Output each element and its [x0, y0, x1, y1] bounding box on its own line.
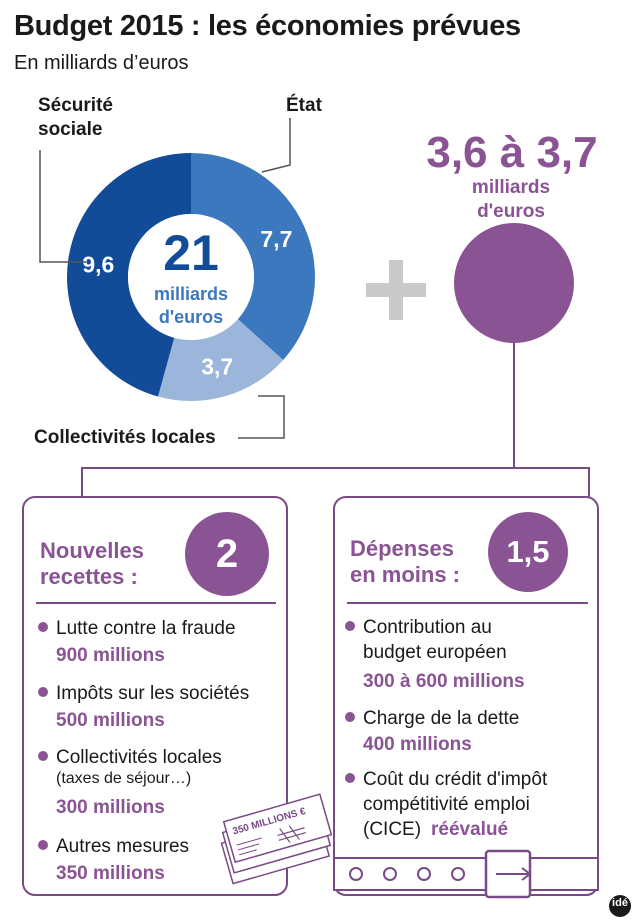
- list-item: Autres mesures: [38, 834, 189, 859]
- right-box-frame: [333, 496, 599, 896]
- page-subtitle: En milliards d’euros: [14, 52, 189, 74]
- bullet-icon: [345, 712, 355, 722]
- bullet-icon: [38, 840, 48, 850]
- donut-slice-3: [67, 153, 191, 397]
- bullet-icon: [38, 751, 48, 761]
- label-collectivites: Collectivités locales: [34, 427, 216, 448]
- banknote-illustration: 350 MILLIONS €: [220, 793, 333, 885]
- list-item-amount: réévalué: [431, 819, 509, 840]
- extra-range: 3,6 à 3,7: [426, 128, 598, 177]
- list-item: Coût du crédit d'impôt: [345, 767, 547, 792]
- list-item-note: (taxes de séjour…): [56, 770, 192, 787]
- donut-chart: 7,7 3,7 9,6: [67, 153, 315, 401]
- donut-value-label: 9,6: [82, 251, 114, 277]
- list-item-line: compétitivité emploi: [363, 794, 530, 815]
- leader-line-securite: [39, 150, 86, 263]
- list-item-line: (CICE): [363, 819, 422, 840]
- list-item: Charge de la dette: [345, 706, 519, 731]
- leader-line-etat: [261, 118, 291, 173]
- belt-illustration: [333, 849, 599, 899]
- bullet-icon: [345, 773, 355, 783]
- bullet-icon: [345, 621, 355, 631]
- donut-total-unit: milliards d'euros: [153, 284, 229, 327]
- list-item-amount: 350 millions: [56, 863, 165, 884]
- logo-badge: [609, 895, 631, 917]
- bracket: [81, 467, 590, 498]
- bullet-icon: [38, 687, 48, 697]
- list-item: Collectivités locales: [38, 745, 222, 770]
- left-box-number: 2: [185, 512, 269, 596]
- donut-value-label: 7,7: [260, 226, 292, 252]
- donut-total: 21: [163, 225, 219, 281]
- plus-sign-v: [389, 260, 403, 320]
- list-item: Impôts sur les sociétés: [38, 681, 249, 706]
- donut-slice-2: [158, 319, 284, 401]
- logo: idé: [612, 897, 628, 909]
- page-title: Budget 2015 : les économies prévues: [14, 10, 521, 42]
- left-box-frame: [22, 496, 288, 896]
- list-item-line: budget européen: [363, 642, 507, 663]
- left-box-title: Nouvelles recettes :: [40, 538, 144, 589]
- list-item-amount: 300 à 600 millions: [363, 671, 525, 692]
- leader-line-collectivites: [238, 395, 285, 439]
- label-etat: État: [286, 95, 322, 116]
- donut-center: [128, 214, 254, 340]
- list-item-amount: 900 millions: [56, 645, 165, 666]
- donut-slice-1: [191, 153, 315, 360]
- donut-value-label: 3,7: [201, 354, 233, 380]
- list-item: Contribution au: [345, 615, 492, 640]
- right-box-number: 1,5: [488, 512, 568, 592]
- extra-unit: milliards d'euros: [471, 177, 551, 222]
- list-item-amount: 500 millions: [56, 710, 165, 731]
- bullet-icon: [38, 622, 48, 632]
- list-item: Lutte contre la fraude: [38, 616, 236, 641]
- list-item-amount: 400 millions: [363, 734, 472, 755]
- extra-circle: [454, 223, 574, 343]
- label-securite: Sécurité sociale: [38, 95, 113, 140]
- right-box-title: Dépenses en moins :: [350, 536, 461, 587]
- list-item-amount: 300 millions: [56, 797, 165, 818]
